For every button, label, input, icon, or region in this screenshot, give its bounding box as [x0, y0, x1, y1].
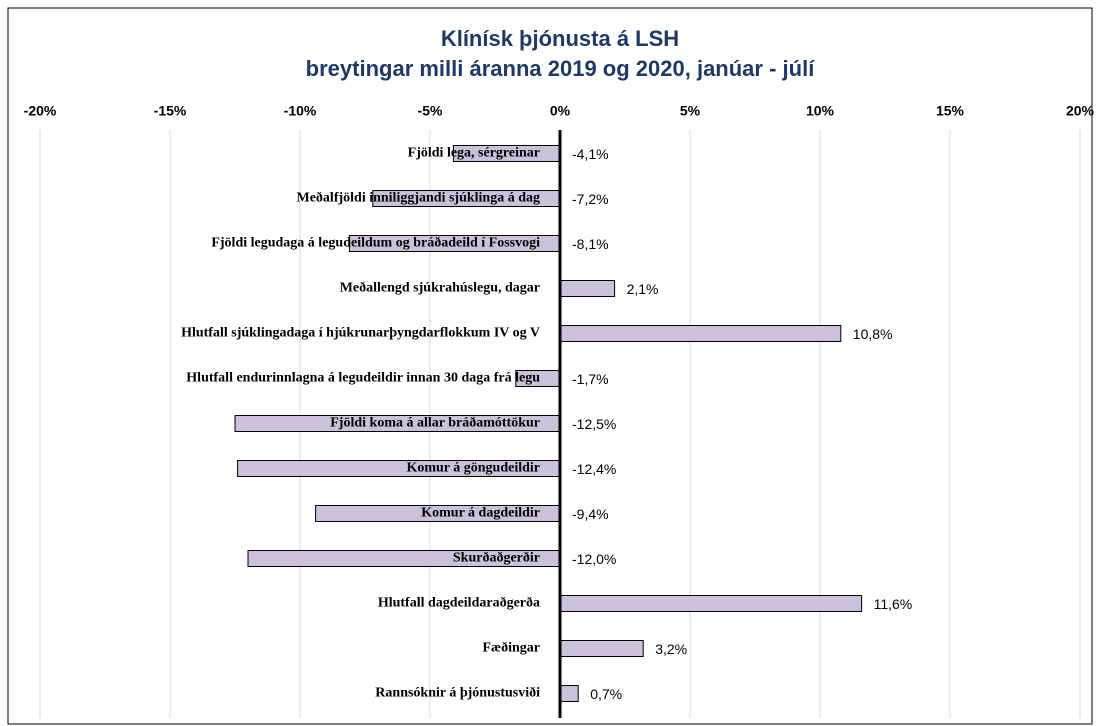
category-label: Fjöldi lega, sérgreinar [408, 146, 540, 161]
x-tick-label: -15% [154, 103, 187, 119]
category-label: Hlutfall dagdeildaraðgerða [378, 595, 540, 611]
x-tick-label: 5% [680, 103, 701, 119]
x-tick-label: -5% [418, 103, 443, 119]
value-label: -1,7% [572, 371, 609, 387]
value-label: 0,7% [590, 686, 622, 702]
value-label: -12,0% [572, 551, 616, 567]
value-label: -7,2% [572, 191, 609, 207]
x-tick-label: -20% [24, 103, 57, 119]
value-label: -12,5% [572, 416, 616, 432]
category-label: Fjöldi legudaga á legudeildum og bráðade… [211, 235, 540, 251]
bar [559, 325, 842, 342]
x-tick-label: 0% [550, 103, 571, 119]
category-label: Rannsóknir á þjónustusviði [375, 685, 540, 701]
x-tick-label: 15% [936, 103, 965, 119]
bar [559, 595, 863, 612]
category-label: Fæðingar [482, 640, 540, 656]
chart-title: Klínísk þjónusta á LSH [441, 26, 679, 51]
category-label: Meðallengd sjúkrahúslegu, dagar [340, 280, 540, 296]
bar [559, 280, 616, 297]
value-label: -9,4% [572, 506, 609, 522]
chart-frame [7, 7, 1093, 725]
category-label: Hlutfall sjúklingadaga í hjúkrunarþyngda… [181, 326, 540, 341]
value-label: -8,1% [572, 236, 609, 252]
value-label: 3,2% [655, 641, 687, 657]
bar [559, 685, 579, 702]
category-label: Komur á dagdeildir [421, 506, 540, 521]
x-tick-label: 20% [1066, 103, 1095, 119]
value-label: 2,1% [627, 281, 659, 297]
value-label: -4,1% [572, 146, 609, 162]
value-label: 10,8% [853, 326, 893, 342]
value-label: -12,4% [572, 461, 616, 477]
category-label: Hlutfall endurinnlagna á legudeildir inn… [186, 371, 540, 386]
x-tick-label: -10% [284, 103, 317, 119]
category-label: Komur á göngudeildir [406, 461, 540, 476]
x-tick-label: 10% [806, 103, 835, 119]
category-label: Skurðaðgerðir [453, 550, 540, 566]
category-label: Fjöldi koma á allar bráðamóttökur [330, 415, 540, 431]
value-label: 11,6% [874, 596, 913, 612]
chart-subtitle: breytingar milli áranna 2019 og 2020, ja… [306, 56, 816, 81]
category-label: Meðalfjöldi inniliggjandi sjúklinga á da… [297, 190, 541, 206]
bar [559, 640, 644, 657]
